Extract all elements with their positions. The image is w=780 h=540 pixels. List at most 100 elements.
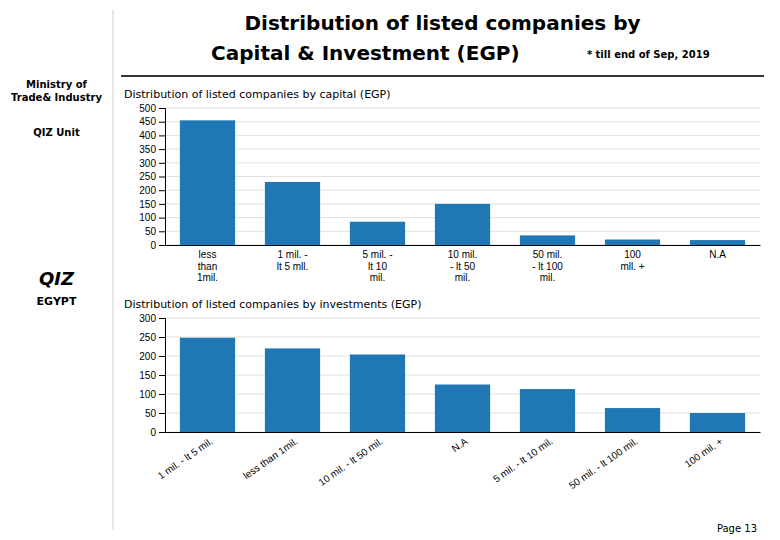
sidebar-logo-text: QIZ [39, 268, 75, 289]
bar [690, 240, 745, 245]
tick-mark [159, 190, 165, 191]
bar [265, 348, 320, 432]
tick-mark [159, 337, 165, 338]
axis-line [159, 319, 166, 433]
sidebar-text: Ministry of Trade& Industry [11, 79, 102, 103]
tick: 10 mil.- lt 50mil. [448, 245, 477, 283]
text-line: 1mil. [197, 272, 218, 283]
bar [180, 120, 235, 245]
tick: 250 [139, 171, 165, 182]
chart-title: Distribution of listed companies by inve… [124, 298, 421, 311]
tick-label: 400 [139, 130, 156, 141]
page: Ministry ofTrade& IndustryQIZ UnitQIZEGY… [0, 0, 780, 540]
tick: 50 [145, 226, 165, 237]
marks [180, 120, 745, 245]
bar [605, 408, 660, 432]
tick: N.A [450, 432, 470, 454]
text-line: Ministry of [26, 79, 87, 90]
text-line: lt 10 [368, 261, 387, 272]
text-line: 1 mil. - [278, 249, 308, 260]
grid-line [165, 356, 760, 357]
tick-mark [159, 413, 165, 414]
text-line: 100 [624, 249, 641, 260]
chart: Distribution of listed companies by inve… [124, 298, 761, 491]
chart: Distribution of listed companies by capi… [124, 88, 761, 283]
tick-label: less than 1mil. [241, 435, 300, 481]
tick-label: 150 [139, 199, 156, 210]
tick-mark [159, 135, 165, 136]
y-axis: 050100150200250300 [139, 313, 165, 438]
tick: 50 mil. - lt 100 mil. [567, 432, 640, 491]
tick: 200 [139, 351, 165, 362]
tick-label: 10 mil. - lt 50 mil. [316, 435, 384, 487]
grid [165, 318, 760, 432]
text-line: Trade& Industry [11, 92, 102, 103]
tick-label: N.A [450, 435, 470, 454]
y-axis: 050100150200250300350400450500 [139, 103, 165, 251]
tick-mark [159, 163, 165, 164]
tick: less than 1mil. [241, 432, 300, 481]
axis-line [166, 432, 761, 433]
tick-mark [159, 108, 165, 109]
tick: 50 [145, 408, 165, 419]
x-axis: lessthan1mil. 1 mil. -lt 5 mll. 5 mil. -lt… [166, 245, 761, 283]
title: Distribution of listed companies by [244, 11, 640, 35]
tick-mark [159, 231, 165, 232]
axis-line [166, 245, 761, 246]
tick-label: 5 mil. -lt 10mil. [363, 249, 393, 283]
bar [690, 413, 745, 432]
tick-mark [159, 218, 165, 219]
bar [350, 354, 405, 432]
tick: 350 [139, 144, 165, 155]
title-divider [121, 75, 764, 77]
tick: N.A [709, 245, 726, 260]
tick-mark [159, 356, 165, 357]
bar [605, 240, 660, 245]
tick-label: 150 [139, 370, 156, 381]
tick-label: 50 [145, 226, 157, 237]
tick-label: 100 mil. + [683, 435, 725, 469]
tick-label: 0 [150, 427, 156, 438]
text-line: mil. [370, 272, 386, 283]
bar [435, 385, 490, 433]
bar [180, 338, 235, 432]
axis-line [159, 109, 166, 246]
tick: 5 mil. - lt 10 mil. [491, 432, 555, 485]
tick-label: 50 mil. - lt 100 mil. [567, 435, 640, 491]
tick: 500 [139, 103, 165, 114]
tick-label: 100 [139, 212, 156, 223]
tick-mark [159, 204, 165, 205]
text-line: - lt 100 [532, 261, 563, 272]
chart-title: Distribution of listed companies by capi… [124, 88, 391, 101]
tick-label: 10 mil.- lt 50mil. [448, 249, 477, 283]
text-line: than [198, 261, 217, 272]
text-line: mil. [455, 272, 471, 283]
tick-label: 200 [139, 185, 156, 196]
tick: 100 [139, 389, 165, 400]
text-line: N.A [709, 249, 726, 260]
tick-mark [159, 122, 165, 123]
tick-mark [159, 245, 165, 246]
tick: 100 mil. + [683, 432, 725, 470]
x-axis: 1 mil. - lt 5 mil. less than 1mil. 10 mil.… [156, 432, 761, 491]
tick: 100mll. + [620, 245, 644, 272]
tick-label: 1 mil. -lt 5 mll. [277, 249, 309, 272]
tick: 250 [139, 332, 165, 343]
grid-line [165, 135, 760, 136]
tick-label: 0 [150, 240, 156, 251]
marks [180, 338, 745, 432]
tick-mark [159, 149, 165, 150]
tick-label: 450 [139, 116, 156, 127]
tick-mark [159, 318, 165, 319]
grid-line [165, 337, 760, 338]
bar [520, 235, 575, 245]
tick-label: 250 [139, 332, 156, 343]
text-line: mil. [540, 272, 556, 283]
tick-label: lessthan1mil. [197, 249, 218, 283]
grid-line [165, 375, 760, 376]
tick-label: N.A [709, 249, 726, 260]
grid-line [165, 162, 760, 163]
tick-mark [159, 432, 165, 433]
tick-label: 100 [139, 389, 156, 400]
tick-label: 1 mil. - lt 5 mil. [156, 435, 215, 481]
